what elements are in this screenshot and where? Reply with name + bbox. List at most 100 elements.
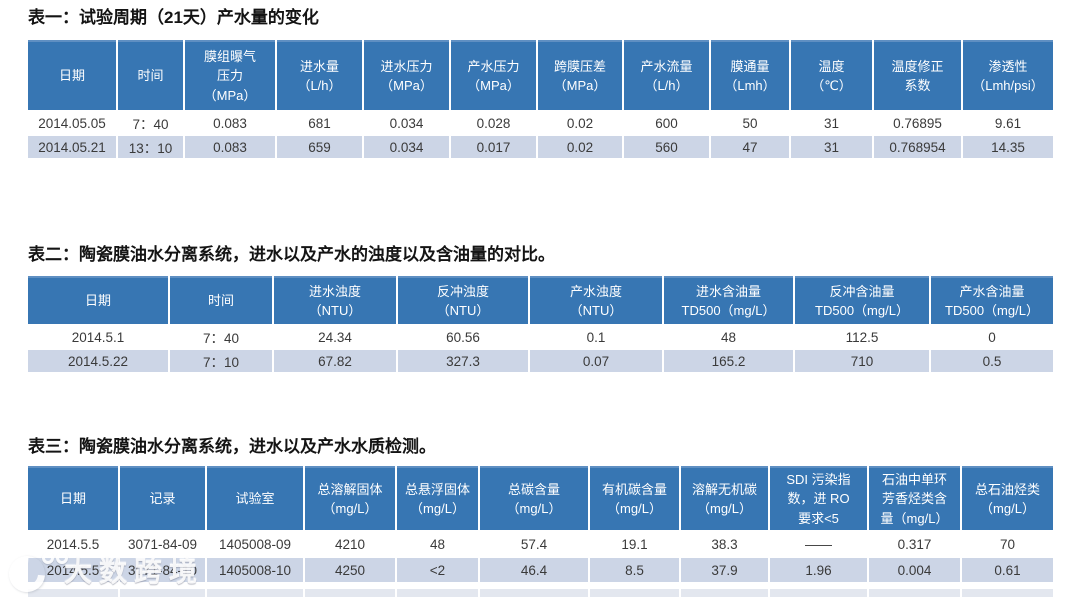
table-row: 2014.5.5 3071-84-10 1405008-10 4250 <2 46.4 8.…: [28, 558, 1053, 582]
column-header: 日期: [28, 40, 116, 110]
header-row: 日期 时间 进水浊度 （NTU） 反冲浊度 （NTU） 产水浊度 （NTU） 进水含油量 …: [28, 276, 1053, 324]
data-cell: 50: [711, 112, 789, 134]
data-cell: 0.028: [451, 112, 536, 134]
data-cell: 7：40: [170, 326, 272, 348]
partial-next-row: [28, 589, 1053, 597]
column-header: 温度 （℃）: [791, 40, 872, 110]
table-row: 2014.05.21 13：10 0.083 659 0.034 0.017 0.02 560…: [28, 136, 1053, 158]
data-cell: 2014.5.1: [28, 326, 168, 348]
data-cell: 3071-84-10: [120, 558, 205, 582]
column-header: 渗透性 （Lmh/psi）: [963, 40, 1053, 110]
column-header: 总溶解固体 （mg/L）: [305, 466, 395, 530]
data-cell: 1.96: [770, 558, 867, 582]
table1-title: 表一：试验周期（21天）产水量的变化: [28, 8, 319, 27]
brand-logo-icon: [1, 548, 68, 599]
column-header: SDI 污染指 数，进 RO 要求<5: [770, 466, 867, 530]
column-header: 反冲含油量 TD500（mg/L）: [795, 276, 929, 324]
column-header: 膜组曝气 压力 （MPa）: [185, 40, 275, 110]
column-header: 日期: [28, 276, 168, 324]
column-header: 产水浊度 （NTU）: [530, 276, 662, 324]
column-header: 进水含油量 TD500（mg/L）: [664, 276, 793, 324]
data-cell: 327.3: [398, 350, 528, 372]
data-cell: 31: [791, 112, 872, 134]
column-header: 时间: [118, 40, 183, 110]
column-header: 溶解无机碳 （mg/L）: [681, 466, 768, 530]
data-cell: 7：10: [170, 350, 272, 372]
data-cell: 0.76895: [874, 112, 961, 134]
column-header: 膜通量 （Lmh）: [711, 40, 789, 110]
partial-row-cell: [480, 589, 588, 597]
section-table1: 表一：试验周期（21天）产水量的变化 日期 时间 膜组曝气 压力 （MPa） 进水量 …: [28, 6, 1055, 160]
data-cell: 19.1: [590, 532, 679, 556]
table-row: 2014.5.1 7：40 24.34 60.56 0.1 48 112.5 0: [28, 326, 1053, 348]
data-cell: 0.61: [962, 558, 1053, 582]
data-cell: 0.02: [538, 136, 622, 158]
partial-row-cell: [28, 589, 118, 597]
data-cell: 0: [931, 326, 1053, 348]
data-cell: 0.004: [869, 558, 960, 582]
data-cell: 0.017: [451, 136, 536, 158]
data-cell: 0.083: [185, 136, 275, 158]
column-header: 总碳含量 （mg/L）: [480, 466, 588, 530]
data-cell: 710: [795, 350, 929, 372]
data-cell: 0.034: [364, 112, 449, 134]
data-cell: 46.4: [480, 558, 588, 582]
data-cell: 13：10: [118, 136, 183, 158]
data-cell: 2014.5.22: [28, 350, 168, 372]
column-header: 石油中单环 芳香烃类含 量（mg/L）: [869, 466, 960, 530]
data-cell: 112.5: [795, 326, 929, 348]
partial-row-cell: [120, 589, 205, 597]
data-cell: 70: [962, 532, 1053, 556]
table3-title: 表三：陶瓷膜油水分离系统，进水以及产水水质检测。: [28, 437, 436, 456]
data-cell: 659: [277, 136, 362, 158]
data-cell: 38.3: [681, 532, 768, 556]
partial-row-cell: [869, 589, 960, 597]
data-cell: 0.5: [931, 350, 1053, 372]
data-cell: 37.9: [681, 558, 768, 582]
column-header: 进水量 （L/h）: [277, 40, 362, 110]
partial-row-cell: [770, 589, 867, 597]
data-cell: 48: [397, 532, 478, 556]
data-cell: 2014.05.05: [28, 112, 116, 134]
data-cell: 0.07: [530, 350, 662, 372]
data-cell: 60.56: [398, 326, 528, 348]
data-cell: 0.02: [538, 112, 622, 134]
column-header: 日期: [28, 466, 118, 530]
data-cell: ——: [770, 532, 867, 556]
section-table2: 表二：陶瓷膜油水分离系统，进水以及产水的浊度以及含油量的对比。 日期 时间 进水浊度…: [28, 243, 1055, 374]
column-header: 有机碳含量 （mg/L）: [590, 466, 679, 530]
data-cell: 560: [624, 136, 709, 158]
column-header: 产水含油量 TD500（mg/L）: [931, 276, 1053, 324]
logo-double-o: [42, 552, 68, 564]
partial-row-cell: [590, 589, 679, 597]
column-header: 进水压力 （MPa）: [364, 40, 449, 110]
data-cell: 1405008-09: [207, 532, 303, 556]
data-cell: 681: [277, 112, 362, 134]
data-cell: 0.083: [185, 112, 275, 134]
data-cell: 8.5: [590, 558, 679, 582]
column-header: 总悬浮固体 （mg/L）: [397, 466, 478, 530]
table-row: 2014.5.22 7：10 67.82 327.3 0.07 165.2 710 0.5: [28, 350, 1053, 372]
column-header: 试验室: [207, 466, 303, 530]
column-header: 记录: [120, 466, 205, 530]
data-cell: 165.2: [664, 350, 793, 372]
column-header: 总石油烃类 （mg/L）: [962, 466, 1053, 530]
section-table3: 表三：陶瓷膜油水分离系统，进水以及产水水质检测。 日期 记录 试验室 总溶解固体 （m…: [28, 435, 1055, 584]
watermark-brand-text: 大数跨境: [64, 556, 205, 587]
data-cell: 67.82: [274, 350, 396, 372]
data-cell: 0.317: [869, 532, 960, 556]
data-cell: 2014.5.5: [28, 532, 118, 556]
column-header: 进水浊度 （NTU）: [274, 276, 396, 324]
data-cell: 24.34: [274, 326, 396, 348]
table2-title: 表二：陶瓷膜油水分离系统，进水以及产水的浊度以及含油量的对比。: [28, 245, 555, 264]
data-cell: 14.35: [963, 136, 1053, 158]
column-header: 产水压力 （MPa）: [451, 40, 536, 110]
data-cell: 0.768954: [874, 136, 961, 158]
data-cell: 0.1: [530, 326, 662, 348]
table3-water-quality: 日期 记录 试验室 总溶解固体 （mg/L） 总悬浮固体 （mg/L） 总碳含量 （mg/…: [26, 464, 1055, 584]
data-cell: 9.61: [963, 112, 1053, 134]
column-header: 反冲浊度 （NTU）: [398, 276, 528, 324]
data-cell: 48: [664, 326, 793, 348]
data-cell: 31: [791, 136, 872, 158]
